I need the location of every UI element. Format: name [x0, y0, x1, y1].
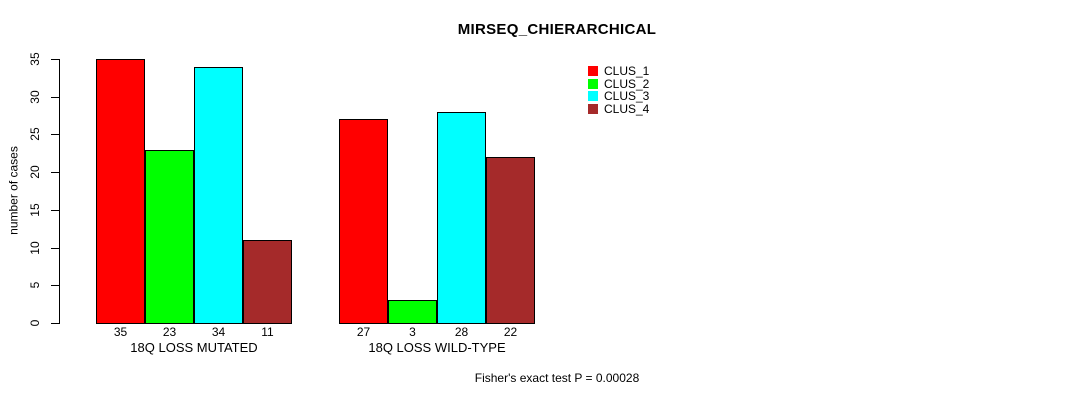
y-tick-label: 15 — [28, 203, 42, 217]
y-tick-label: 10 — [28, 240, 42, 255]
bar-value-label: 22 — [503, 325, 518, 339]
bar-clus_2-group2 — [388, 300, 437, 324]
footer-note: Fisher's exact test P = 0.00028 — [474, 371, 640, 385]
bar-value-label: 27 — [356, 325, 371, 339]
bar-clus_4-group1 — [243, 240, 292, 324]
y-tick-mark — [51, 96, 59, 98]
legend-swatch-clus_2 — [588, 78, 598, 89]
y-tick-label: 20 — [28, 165, 42, 179]
legend-label-clus_3: CLUS_3 — [604, 89, 650, 103]
y-tick-label: 35 — [28, 52, 42, 66]
bar-clus_1-group1 — [96, 59, 145, 324]
legend-swatch-clus_1 — [588, 66, 598, 76]
y-tick-mark — [51, 172, 59, 174]
legend-swatch-clus_3 — [588, 91, 598, 101]
y-tick-mark — [51, 59, 59, 60]
bar-clus_3-group2 — [437, 111, 486, 324]
y-tick-mark — [51, 209, 59, 211]
bar-value-label: 11 — [261, 325, 274, 339]
bar-value-label: 28 — [454, 325, 469, 339]
x-group-label: 18Q LOSS MUTATED — [130, 340, 258, 355]
y-tick-label: 0 — [28, 319, 42, 327]
bar-value-label: 35 — [113, 325, 128, 339]
legend-label-clus_4: CLUS_4 — [604, 101, 650, 116]
y-tick-mark — [51, 247, 59, 249]
y-axis-line — [59, 59, 60, 324]
bar-value-label: 34 — [211, 325, 226, 339]
y-tick-mark — [51, 134, 59, 136]
y-tick-label: 30 — [28, 90, 42, 104]
bar-clus_1-group2 — [339, 119, 388, 324]
bar-clus_3-group1 — [194, 66, 243, 324]
y-axis-title: number of cases — [6, 146, 21, 235]
y-tick-mark — [51, 285, 59, 287]
legend-swatch-clus_4 — [588, 103, 598, 114]
bar-value-label: 3 — [409, 325, 416, 339]
bar-value-label: 23 — [162, 325, 177, 339]
legend-label-clus_1: CLUS_1 — [604, 64, 650, 78]
y-tick-label: 25 — [28, 127, 42, 142]
x-group-label: 18Q LOSS WILD-TYPE — [368, 340, 506, 355]
legend-label-clus_2: CLUS_2 — [604, 76, 650, 91]
chart-title: MIRSEQ_CHIERARCHICAL — [457, 21, 657, 38]
y-tick-mark — [51, 323, 59, 324]
y-tick-label: 5 — [28, 281, 42, 289]
bar-clus_4-group2 — [486, 157, 535, 324]
bar-clus_2-group1 — [145, 149, 194, 324]
